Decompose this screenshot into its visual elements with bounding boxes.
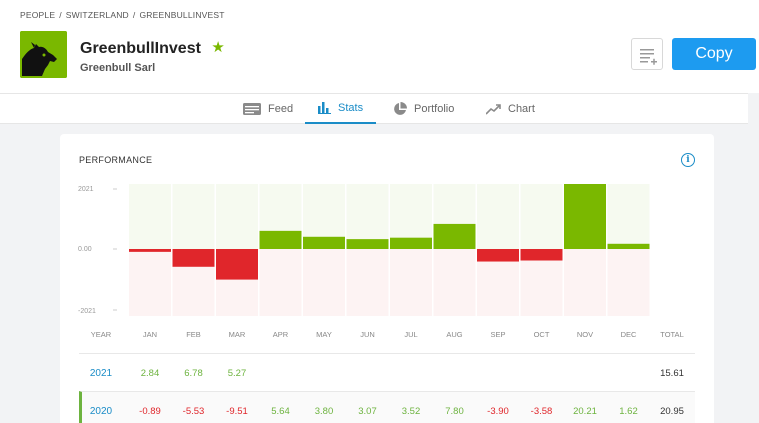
cell-may: 3.80 bbox=[314, 406, 334, 417]
chart-column-bg-negative bbox=[259, 249, 302, 316]
add-to-watchlist-button[interactable] bbox=[631, 38, 663, 70]
cell-jun: 3.07 bbox=[358, 406, 377, 417]
profile-tabs: Feed Stats Portfolio Chart bbox=[0, 93, 759, 124]
chart-bar-sep[interactable] bbox=[477, 249, 519, 262]
chart-column-bg-positive bbox=[520, 184, 563, 249]
tab-portfolio-label: Portfolio bbox=[414, 103, 455, 115]
breadcrumb-current: GREENBULLINVEST bbox=[139, 10, 225, 20]
chart-column-bg-negative bbox=[390, 249, 432, 316]
chart-bar-aug[interactable] bbox=[433, 223, 476, 249]
chart-column-bg-negative bbox=[303, 249, 345, 316]
chart-bar-oct[interactable] bbox=[520, 249, 563, 261]
tab-feed-label: Feed bbox=[268, 103, 294, 115]
cell-apr: 5.64 bbox=[271, 406, 290, 417]
table-header-dec: DEC bbox=[620, 330, 637, 339]
table-header-may: MAY bbox=[316, 330, 332, 339]
table-header-jun: JUN bbox=[360, 330, 375, 339]
cell-oct: -3.58 bbox=[530, 406, 553, 417]
cell-sep: -3.90 bbox=[487, 406, 509, 417]
cell-aug: 7.80 bbox=[445, 406, 464, 417]
table-header-total: TOTAL bbox=[660, 330, 684, 339]
breadcrumb-people[interactable]: PEOPLE bbox=[20, 10, 56, 20]
cell-total: 15.61 bbox=[660, 368, 684, 379]
chart-bar-mar[interactable] bbox=[216, 249, 258, 280]
tab-feed[interactable]: Feed bbox=[243, 94, 293, 124]
pie-chart-icon bbox=[394, 102, 407, 115]
y-tick-label-bottom: -2021 bbox=[78, 308, 96, 315]
table-header-oct: OCT bbox=[533, 330, 550, 339]
table-header-jan: JAN bbox=[142, 330, 158, 339]
chart-bar-jun[interactable] bbox=[346, 239, 389, 249]
tab-portfolio[interactable]: Portfolio bbox=[393, 94, 454, 124]
breadcrumb-separator: / bbox=[132, 10, 136, 20]
table-row-2020[interactable]: 2020 -0.89 -5.53 -9.51 5.64 3.80 3.07 3.52 7.80 -… bbox=[79, 391, 695, 423]
y-tick-label-top: 2021 bbox=[78, 186, 94, 193]
chart-column-bg-positive bbox=[216, 184, 258, 249]
table-header-feb: FEB bbox=[186, 330, 201, 339]
chart-column-bg-negative bbox=[346, 249, 389, 316]
bull-logo-icon bbox=[20, 31, 67, 78]
chart-bar-jan[interactable] bbox=[129, 249, 171, 252]
copy-button[interactable]: Copy bbox=[672, 38, 756, 70]
chart-bar-may[interactable] bbox=[303, 236, 345, 249]
chart-bar-nov[interactable] bbox=[564, 184, 606, 249]
chart-column-bg-negative bbox=[607, 249, 650, 316]
tab-chart[interactable]: Chart bbox=[486, 94, 535, 124]
chart-column-bg-positive bbox=[346, 184, 389, 249]
table-header: YEAR JAN FEB MAR APR MAY JUN JUL AUG SEP OCT NOV DEC… bbox=[60, 330, 714, 342]
table-header-year: YEAR bbox=[90, 330, 112, 339]
line-chart-icon bbox=[486, 104, 501, 115]
chart-bar-feb[interactable] bbox=[172, 249, 215, 267]
breadcrumb-separator: / bbox=[59, 10, 62, 20]
table-header-sep: SEP bbox=[490, 330, 506, 339]
tab-chart-label: Chart bbox=[508, 103, 535, 115]
chart-column-bg-negative bbox=[564, 249, 606, 316]
cell-dec: 1.62 bbox=[619, 406, 638, 417]
table-header-apr: APR bbox=[272, 330, 289, 339]
cell-total: 20.95 bbox=[660, 406, 684, 417]
tab-stats-label: Stats bbox=[338, 102, 364, 114]
profile-header: PEOPLE / SWITZERLAND / GREENBULLINVEST G… bbox=[0, 0, 759, 93]
table-header-jul: JUL bbox=[404, 330, 418, 339]
chart-bar-apr[interactable] bbox=[259, 230, 302, 249]
chart-column-bg-negative bbox=[433, 249, 476, 316]
bar-chart-icon bbox=[318, 102, 331, 114]
table-header-nov: NOV bbox=[576, 330, 594, 339]
tab-stats[interactable]: Stats bbox=[305, 94, 377, 124]
star-icon[interactable]: ★ bbox=[211, 39, 225, 56]
row-year-link[interactable]: 2020 bbox=[89, 406, 113, 417]
table-header-aug: AUG bbox=[446, 330, 463, 339]
cell-jan: -0.89 bbox=[139, 406, 161, 417]
row-year-link[interactable]: 2021 bbox=[89, 368, 113, 379]
chart-column-bg-positive bbox=[172, 184, 215, 249]
cell-feb: 6.78 bbox=[184, 368, 203, 379]
chart-column-bg-positive bbox=[129, 184, 171, 249]
info-icon[interactable]: i bbox=[681, 153, 695, 167]
y-tick-label-zero: 0.00 bbox=[78, 246, 92, 253]
breadcrumb: PEOPLE / SWITZERLAND / GREENBULLINVEST bbox=[20, 10, 225, 20]
performance-card: PERFORMANCE i 2021 0.00 -2021 YEAR JAN FEB… bbox=[60, 134, 714, 423]
list-add-icon bbox=[640, 49, 657, 65]
cell-mar: 5.27 bbox=[227, 368, 247, 379]
cell-nov: 20.21 bbox=[573, 406, 597, 417]
chart-column-bg-negative bbox=[129, 249, 171, 316]
cell-feb: -5.53 bbox=[182, 406, 205, 417]
performance-chart: 2021 0.00 -2021 bbox=[78, 184, 650, 316]
cell-jul: 3.52 bbox=[401, 406, 421, 417]
cell-jan: 2.84 bbox=[140, 368, 160, 379]
avatar[interactable] bbox=[20, 31, 67, 78]
profile-name: GreenbullInvest bbox=[80, 40, 201, 57]
cell-mar: -9.51 bbox=[226, 406, 248, 417]
chart-bar-dec[interactable] bbox=[607, 243, 650, 249]
chart-column-bg-positive bbox=[607, 184, 650, 249]
table-row-2021[interactable]: 2021 2.84 6.78 5.27 15.61 bbox=[79, 353, 695, 391]
feed-icon bbox=[243, 103, 261, 115]
breadcrumb-country[interactable]: SWITZERLAND bbox=[65, 10, 129, 20]
chart-column-bg-positive bbox=[477, 184, 519, 249]
page-scrollbar[interactable] bbox=[748, 93, 759, 423]
chart-bar-jul[interactable] bbox=[390, 237, 432, 249]
profile-company: Greenbull Sarl bbox=[80, 62, 156, 74]
performance-title: PERFORMANCE bbox=[79, 155, 153, 165]
table-header-mar: MAR bbox=[228, 330, 246, 339]
